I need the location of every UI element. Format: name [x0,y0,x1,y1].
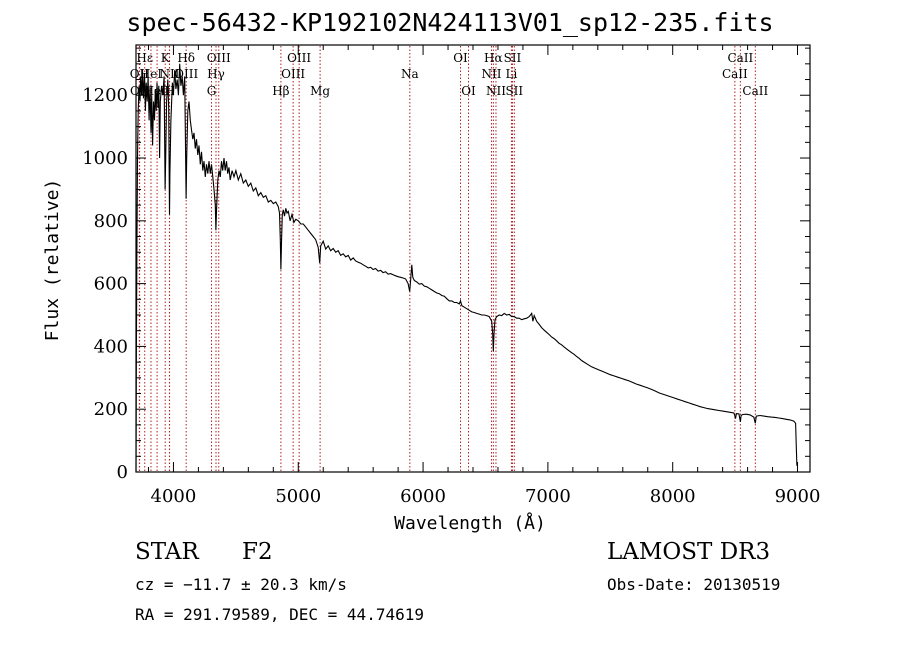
chart-title: spec-56432-KP192102N424113V01_sp12-235.f… [126,8,774,37]
x-tick-label: 4000 [151,486,197,507]
y-tick-label: 600 [94,274,128,295]
line-label: CaII [722,67,748,81]
line-label: OIII [287,51,311,65]
x-tick-label: 7000 [525,486,571,507]
spectrum-line [135,63,798,473]
x-tick-label: 5000 [275,486,321,507]
y-tick-label: 800 [94,211,128,232]
x-axis: 4000 5000 6000 7000 8000 9000 [147,45,821,507]
line-label: Hδ [177,51,195,65]
line-label: OI [453,51,468,65]
line-label: Hβ [272,84,289,98]
x-tick-label: 9000 [775,486,821,507]
line-label: Hα [484,51,503,65]
y-axis-label: Flux (relative) [42,179,63,342]
line-label: Hε [136,51,153,65]
line-label: Hγ [207,67,225,81]
y-tick-label: 200 [94,399,128,420]
line-label: CaII [742,84,768,98]
y-tick-label: 400 [94,336,128,357]
plot-frame [135,44,811,473]
line-label: HeI [140,67,163,81]
line-label: SII [504,51,522,65]
line-label: NII [486,84,506,98]
line-label: Mg [310,84,330,98]
line-label: Na [401,67,419,81]
x-tick-label: 6000 [400,486,446,507]
line-label: OI [461,84,476,98]
y-tick-label: 1200 [82,85,128,106]
redshift-velocity: cz = −11.7 ± 20.3 km/s [135,575,347,594]
line-label: Li [506,67,518,81]
survey-name: LAMOST DR3 [607,539,771,565]
line-label: H [164,84,174,98]
object-subclass: F2 [242,539,273,565]
x-tick-label: 8000 [650,486,696,507]
y-axis: 0 200 400 600 800 1000 1200 [82,47,810,483]
sky-coordinates: RA = 291.79589, DEC = 44.74619 [135,605,424,624]
line-label: G [207,84,217,98]
line-label: CaII [727,51,753,65]
observation-date: Obs-Date: 20130519 [607,575,781,594]
object-class: STAR [135,539,199,565]
line-marker-group [138,46,756,471]
x-axis-label: Wavelength (Å) [394,512,546,534]
line-label: SII [505,84,523,98]
y-tick-label: 0 [117,462,128,483]
line-label: OIII [174,67,198,81]
line-label: OIII [281,67,305,81]
y-tick-label: 1000 [82,148,128,169]
line-label: NII [481,67,501,81]
line-label: OIII [207,51,231,65]
line-label: K [161,51,171,65]
